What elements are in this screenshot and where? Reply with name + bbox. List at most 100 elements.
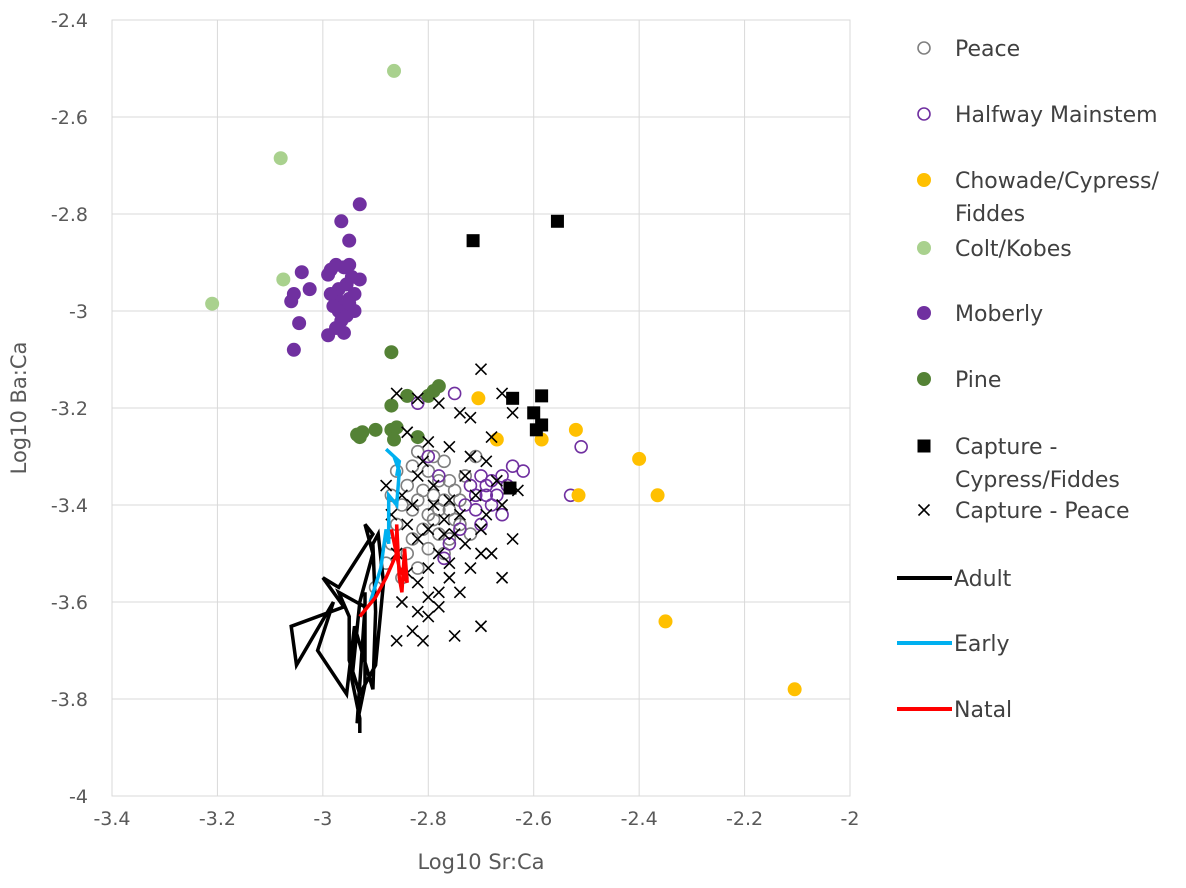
data-point-capture-peace <box>474 620 488 633</box>
legend-symbol-capture-peace <box>917 503 931 517</box>
data-point-peace <box>400 478 415 493</box>
legend-item-moberly: Moberly <box>917 302 1043 327</box>
data-point-capture-peace <box>511 484 524 497</box>
data-point-capture-cypress-fiddes <box>529 423 543 437</box>
data-point-peace <box>410 493 425 507</box>
y-tick-label: -3.8 <box>51 689 88 711</box>
data-point-capture-cypress-fiddes <box>527 406 541 420</box>
data-point-moberly <box>342 233 357 248</box>
data-point-capture-peace <box>432 547 445 560</box>
data-point-moberly <box>334 214 349 229</box>
data-point-chowade-cypress-fiddes <box>787 682 802 697</box>
data-point-moberly <box>352 197 367 212</box>
data-point-halfway-mainstem <box>484 498 499 512</box>
plot-area <box>205 63 802 733</box>
data-point-capture-peace <box>443 440 456 453</box>
data-point-capture-peace <box>411 576 424 589</box>
line-natal <box>358 524 409 618</box>
y-tick-label: -3.4 <box>51 495 88 517</box>
data-point-halfway-mainstem <box>410 396 425 410</box>
legend-item-colt-kobes: Colt/Kobes <box>917 237 1072 262</box>
data-point-capture-peace <box>416 455 430 468</box>
data-point-chowade-cypress-fiddes <box>489 432 504 447</box>
legend-item-chowade-cypress-fiddes: Chowade/Cypress/Fiddes <box>917 169 1160 227</box>
data-point-chowade-cypress-fiddes <box>568 422 583 437</box>
data-point-capture-peace <box>464 561 477 575</box>
data-point-capture-peace <box>448 629 461 643</box>
series-pine <box>350 345 446 447</box>
data-point-capture-peace <box>438 528 451 541</box>
legend-item-capture-peace: Capture - Peace <box>917 499 1130 524</box>
data-point-capture-peace <box>469 489 482 502</box>
data-point-halfway-mainstem <box>495 507 509 522</box>
data-point-halfway-mainstem <box>453 522 467 537</box>
legend-item-peace: Peace <box>917 37 1020 62</box>
data-point-capture-peace <box>453 508 466 521</box>
data-point-capture-peace <box>496 498 509 512</box>
x-tick-label: -2.2 <box>726 808 763 830</box>
data-point-capture-peace <box>506 406 519 419</box>
y-tick-label: -3.6 <box>51 592 88 614</box>
legend-symbol-peace <box>917 41 931 55</box>
data-point-chowade-cypress-fiddes <box>658 614 673 629</box>
data-point-colt-kobes <box>387 63 402 78</box>
data-point-colt-kobes <box>273 151 288 166</box>
data-point-capture-peace <box>411 532 424 546</box>
data-point-halfway-mainstem <box>421 449 436 464</box>
data-point-capture-peace <box>459 537 472 550</box>
legend-label: Peace <box>955 37 1020 62</box>
data-point-capture-peace <box>390 634 403 647</box>
data-point-halfway-mainstem <box>474 517 488 532</box>
legend-item-pine: Pine <box>917 368 1001 393</box>
legend-item-capture-cypress-fiddes: Capture -Cypress/Fiddes <box>917 435 1120 493</box>
data-point-chowade-cypress-fiddes <box>650 488 665 503</box>
data-point-halfway-mainstem <box>516 464 530 478</box>
data-point-moberly <box>323 287 338 302</box>
data-point-chowade-cypress-fiddes <box>471 391 486 406</box>
legend-symbol-halfway-mainstem <box>917 107 931 121</box>
legend-item-natal: Natal <box>897 698 1012 723</box>
y-axis-title: Log10 Ba:Ca <box>7 342 31 475</box>
data-point-moberly <box>342 296 357 311</box>
x-tick-label: -2.6 <box>515 808 552 830</box>
data-point-capture-peace <box>453 406 466 419</box>
data-point-capture-peace <box>485 547 498 560</box>
data-point-peace <box>453 517 467 532</box>
legend-label: Natal <box>954 698 1012 723</box>
x-tick-label: -3.4 <box>93 808 130 830</box>
data-point-capture-cypress-fiddes <box>506 391 520 405</box>
data-point-pine <box>410 430 425 445</box>
legend-item-adult: Adult <box>897 567 1012 592</box>
data-point-moberly <box>294 265 309 280</box>
data-point-capture-peace <box>448 528 461 541</box>
legend: Peace Halfway Mainstem Chowade/Cypress/Fid… <box>897 37 1160 723</box>
data-point-capture-peace <box>474 363 488 376</box>
data-point-capture-peace <box>422 435 435 449</box>
x-tick-labels: -3.4 -3.2 -3 -2.8 -2.6 -2.4 -2.2 -2 <box>93 808 859 830</box>
data-point-colt-kobes <box>205 296 220 311</box>
data-point-capture-peace <box>464 450 477 463</box>
data-point-capture-peace <box>380 479 393 492</box>
data-point-moberly <box>321 328 336 343</box>
data-point-capture-peace <box>427 498 440 512</box>
x-tick-label: -2.4 <box>621 808 658 830</box>
line-early <box>368 447 402 603</box>
data-point-capture-peace <box>401 426 414 439</box>
y-tick-labels: -2.4 -2.6 -2.8 -3 -3.2 -3.4 -3.6 -3.8 -4 <box>51 10 88 808</box>
data-point-capture-peace <box>401 518 414 531</box>
data-point-capture-peace <box>464 411 477 424</box>
data-point-capture-peace <box>422 561 435 575</box>
data-point-halfway-mainstem <box>442 536 457 551</box>
data-point-capture-peace <box>438 513 451 526</box>
legend-label: Capture - Peace <box>955 499 1130 524</box>
data-point-capture-peace <box>422 591 435 604</box>
data-point-capture-peace <box>422 610 435 623</box>
data-point-capture-peace <box>422 523 435 536</box>
data-point-capture-peace <box>474 547 488 560</box>
data-point-pine <box>389 420 404 435</box>
data-point-pine <box>352 430 367 445</box>
data-point-pine <box>384 398 399 413</box>
legend-symbol-moberly <box>917 306 931 320</box>
data-point-halfway-mainstem <box>458 498 472 512</box>
data-point-capture-peace <box>432 397 445 410</box>
